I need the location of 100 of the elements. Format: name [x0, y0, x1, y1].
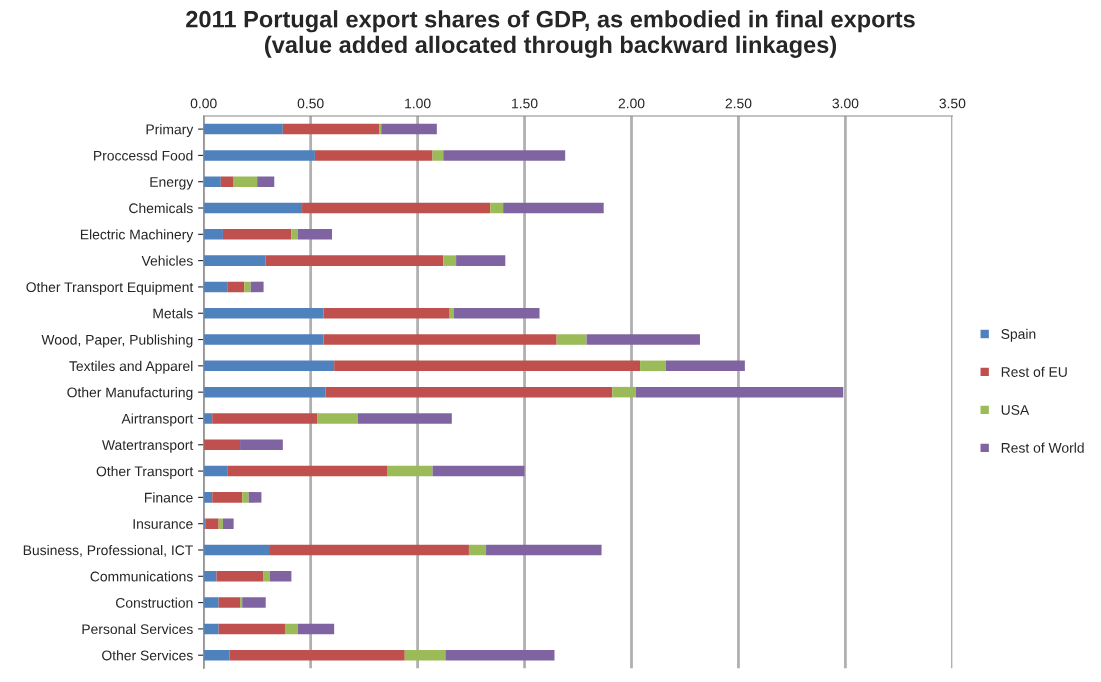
bar — [323, 307, 450, 319]
bar — [203, 255, 266, 266]
y-tick-label: Other Manufacturing — [67, 387, 193, 401]
bar — [640, 360, 666, 372]
bar — [443, 255, 457, 266]
bar — [432, 465, 525, 477]
bar — [297, 229, 333, 240]
bar — [212, 413, 318, 424]
bar — [244, 281, 251, 293]
y-tick-label: Metals — [153, 308, 193, 319]
y-tick-label: Primary — [146, 124, 194, 138]
bar — [490, 202, 504, 214]
bar — [297, 623, 335, 635]
bar — [665, 360, 745, 372]
bar — [387, 465, 433, 477]
bar — [203, 229, 223, 240]
bar — [203, 571, 217, 582]
bar — [203, 413, 213, 424]
bar — [240, 597, 243, 608]
bar — [222, 229, 292, 240]
bar — [453, 307, 540, 319]
bar — [203, 649, 230, 661]
bar — [357, 413, 452, 424]
bar — [242, 492, 249, 503]
bar — [323, 334, 557, 345]
bar — [250, 281, 264, 293]
bar — [203, 281, 228, 293]
x-tick-label: 0.50 — [297, 98, 324, 109]
x-tick-label: 0.00 — [190, 98, 217, 109]
bar — [203, 202, 303, 214]
legend-label: Rest of World — [1001, 442, 1084, 453]
bar — [445, 649, 555, 661]
bar — [203, 307, 324, 319]
y-tick-label: Wood, Paper, Publishing — [41, 334, 193, 348]
bar — [212, 492, 243, 503]
bar — [456, 255, 506, 266]
bar — [263, 571, 270, 582]
bar — [443, 150, 566, 161]
bar — [325, 386, 613, 398]
bar — [240, 439, 283, 451]
bar — [218, 518, 223, 529]
bar — [282, 123, 380, 135]
bar — [203, 465, 228, 477]
y-tick-label: Proccessd Food — [94, 150, 193, 161]
bar — [612, 386, 636, 398]
bar — [302, 202, 491, 214]
bar — [334, 360, 641, 372]
x-tick-label: 2.50 — [725, 98, 752, 109]
x-tick-label: 3.00 — [832, 98, 859, 109]
bar — [314, 150, 433, 161]
bar — [257, 176, 275, 187]
y-tick-label: Watertransport — [102, 440, 194, 453]
bar — [203, 623, 219, 635]
chart-title: 2011 Portugal export shares of GDP, as embodied in final exports (value added allocated through backward linkages) — [186, 10, 915, 58]
bar — [218, 623, 285, 635]
bar — [218, 597, 241, 608]
y-tick-label: Business, Professional, ICT — [23, 544, 193, 557]
legend-label: USA — [1001, 405, 1030, 415]
bar — [203, 492, 213, 503]
bar — [203, 439, 241, 451]
y-tick-label: Vehicles — [141, 255, 193, 266]
bar — [270, 544, 469, 556]
y-tick-label: Finance — [145, 492, 193, 503]
bar — [317, 413, 358, 424]
bar — [227, 465, 388, 477]
bar — [203, 150, 315, 161]
bar — [503, 202, 604, 214]
bar — [233, 176, 258, 187]
bar — [432, 150, 444, 161]
bar — [203, 176, 221, 187]
bar — [203, 597, 219, 608]
y-tick-label: Insurance — [133, 519, 193, 529]
bar — [203, 360, 335, 372]
bar — [203, 544, 270, 556]
y-tick-label: Construction — [116, 597, 193, 608]
bar — [486, 544, 602, 556]
bar — [248, 492, 262, 503]
bar — [203, 518, 206, 529]
bar — [203, 334, 324, 345]
bar — [222, 518, 234, 529]
bar — [227, 281, 245, 293]
y-tick-label: Personal Services — [82, 623, 193, 635]
y-tick-label: Other Transport — [96, 466, 194, 479]
y-tick-label: Other Services — [102, 650, 193, 661]
bar — [635, 386, 844, 398]
y-tick-label: Electric Machinery — [80, 229, 194, 243]
legend-label: Rest of EU — [1001, 366, 1067, 377]
x-tick-label: 2.00 — [618, 98, 645, 109]
bar — [468, 544, 487, 556]
bar — [270, 571, 292, 582]
x-tick-label: 1.50 — [512, 98, 538, 109]
bar — [265, 255, 444, 266]
x-tick-label: 3.50 — [939, 98, 966, 109]
y-tick-label: Communications — [90, 571, 193, 582]
bar — [205, 518, 219, 529]
bar — [220, 176, 234, 187]
bar — [556, 334, 587, 345]
bar — [284, 623, 298, 635]
bar — [203, 386, 326, 398]
y-tick-label: Chemicals — [129, 202, 193, 214]
